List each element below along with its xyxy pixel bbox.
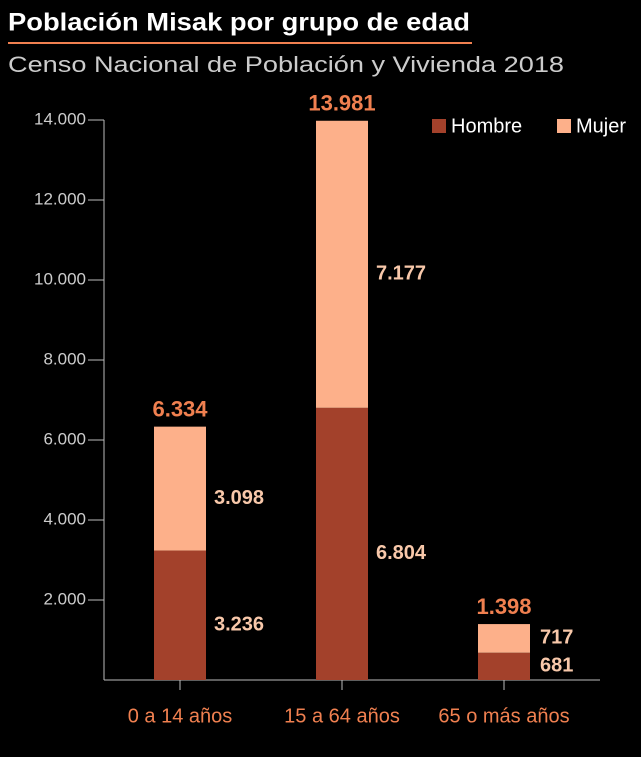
value-label: 681: [540, 655, 573, 677]
x-tick-label: 0 a 14 años: [128, 705, 233, 727]
y-tick-label: 12.000: [34, 189, 86, 208]
value-label: 3.236: [214, 614, 264, 636]
value-label: 7.177: [376, 263, 426, 285]
value-label: 717: [540, 627, 573, 649]
value-label: 6.804: [376, 542, 427, 564]
bar-segment: [154, 550, 206, 680]
chart-subtitle: Censo Nacional de Población y Vivienda 2…: [8, 52, 564, 77]
bar-segment: [478, 624, 530, 653]
bar-segment: [478, 652, 530, 680]
legend-swatch: [432, 119, 446, 133]
x-tick-label: 65 o más años: [438, 705, 569, 727]
total-label: 6.334: [152, 396, 208, 421]
y-tick-label: 8.000: [43, 349, 86, 368]
legend-label: Hombre: [451, 115, 522, 137]
value-label: 3.098: [214, 487, 264, 509]
y-tick-label: 6.000: [43, 429, 86, 448]
x-tick-label: 15 a 64 años: [284, 705, 400, 727]
bar-segment: [316, 407, 368, 680]
chart-title: Población Misak por grupo de edad: [8, 9, 470, 37]
y-tick-label: 4.000: [43, 509, 86, 528]
y-tick-label: 10.000: [34, 269, 86, 288]
legend-label: Mujer: [576, 115, 626, 137]
total-label: 13.981: [308, 91, 375, 116]
legend-swatch: [557, 119, 571, 133]
bar-segment: [316, 120, 368, 408]
y-tick-label: 14.000: [34, 109, 86, 128]
total-label: 1.398: [476, 594, 531, 619]
bar-segment: [154, 426, 206, 551]
y-tick-label: 2.000: [43, 589, 86, 608]
